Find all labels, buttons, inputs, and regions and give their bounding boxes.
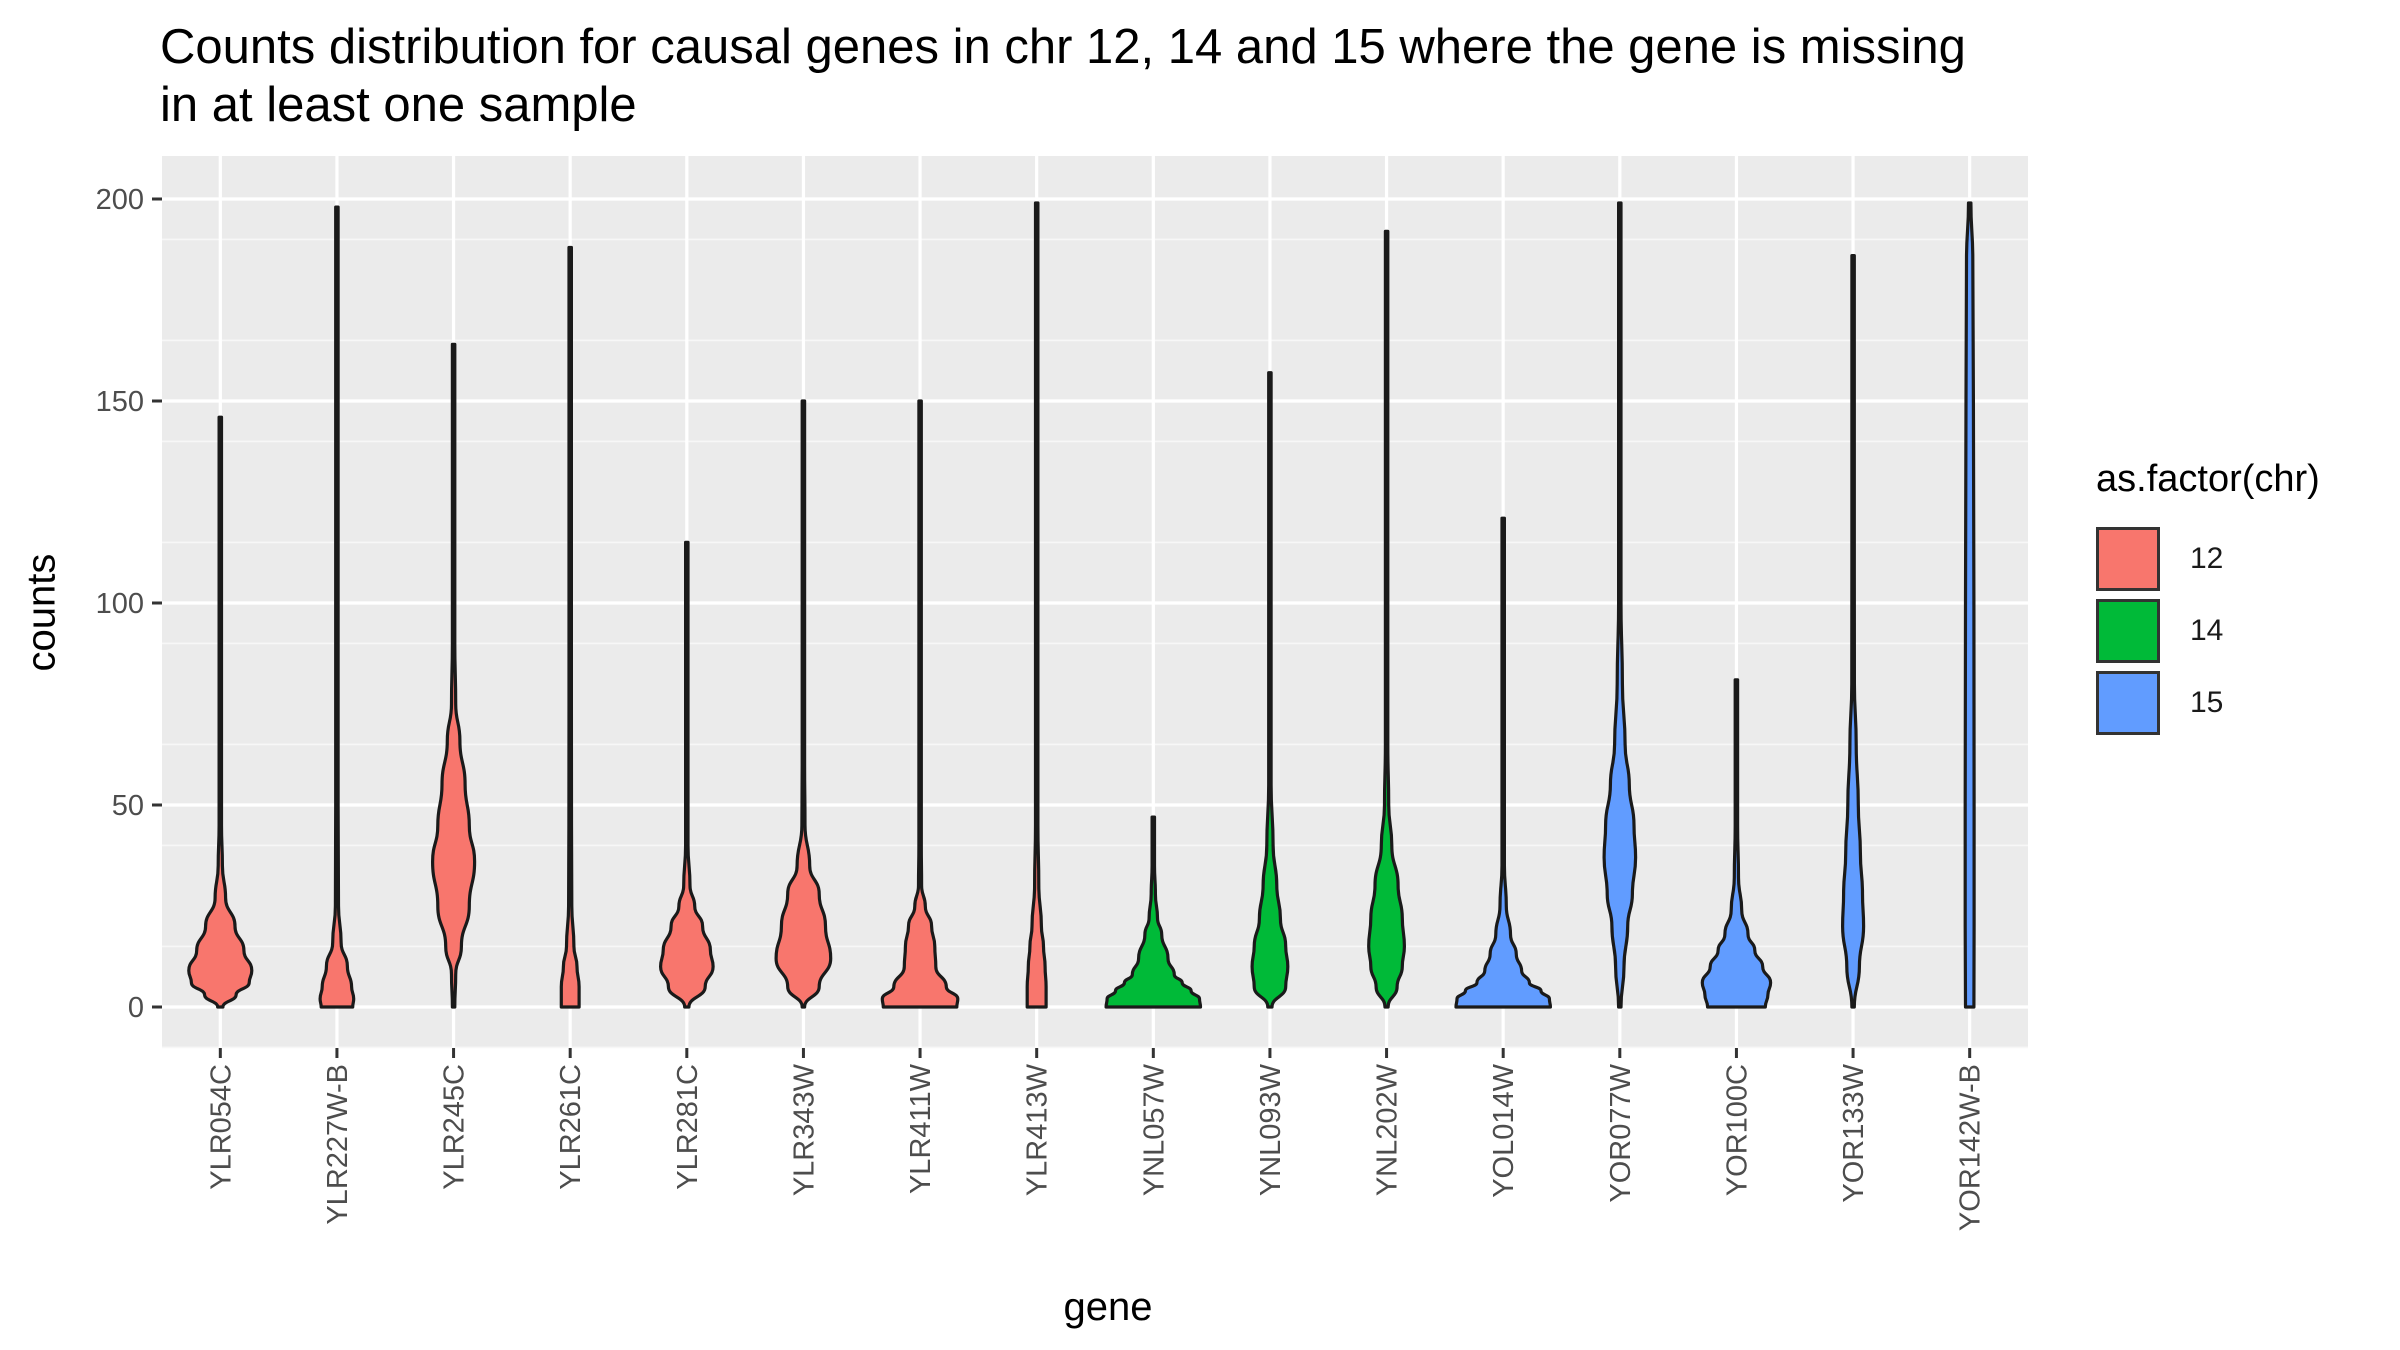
x-tick-label: YLR261C	[555, 1064, 587, 1190]
violin-ynl202w	[1367, 229, 1406, 1009]
x-tick-label: YLR227W-B	[322, 1064, 354, 1225]
violin-yor100c	[1700, 678, 1773, 1009]
violin-yol014w	[1454, 516, 1552, 1009]
x-tick-label: YLR281C	[672, 1064, 704, 1190]
violin-ylr227w-b	[318, 205, 356, 1009]
y-tick-label: 150	[96, 386, 144, 418]
violin-ylr054c	[187, 415, 254, 1009]
violin-ynl057w	[1104, 815, 1203, 1009]
x-tick-label: YLR411W	[905, 1063, 937, 1194]
x-tick-label: YOR142W-B	[1955, 1064, 1987, 1231]
violin-yor133w	[1841, 253, 1866, 1009]
legend-key-12	[2096, 527, 2160, 591]
x-tick-label: YNL202W	[1372, 1063, 1404, 1196]
legend-title: as.factor(chr)	[2096, 458, 2320, 500]
violin-ylr245c	[431, 342, 477, 1009]
violin-ylr343w	[774, 399, 833, 1009]
legend-key-14	[2096, 599, 2160, 663]
y-tick-label: 50	[112, 790, 144, 822]
x-tick-label: YOL014W	[1488, 1063, 1520, 1197]
x-tick-label: YLR054C	[205, 1064, 237, 1190]
legend-label-12: 12	[2190, 542, 2224, 575]
x-tick-label: YLR413W	[1022, 1063, 1054, 1196]
x-tick-label: YLR245C	[439, 1064, 471, 1190]
violin-yor142w-b	[1963, 201, 1976, 1009]
y-tick-label: 0	[128, 992, 144, 1024]
x-tick-label: YNL057W	[1138, 1063, 1170, 1196]
x-tick-label: YOR100C	[1721, 1064, 1753, 1196]
legend-item-12: 12	[2096, 523, 2320, 595]
violin-ylr281c	[659, 540, 715, 1009]
y-axis-title: counts	[19, 553, 64, 672]
legend-item-14: 14	[2096, 595, 2320, 667]
x-tick-label: YLR343W	[788, 1063, 820, 1196]
violin-yor077w	[1602, 201, 1638, 1009]
x-axis-title: gene	[1063, 1285, 1153, 1329]
y-tick-label: 200	[96, 184, 144, 216]
violins	[187, 201, 1976, 1009]
legend-item-15: 15	[2096, 667, 2320, 739]
legend-key-15	[2096, 671, 2160, 735]
x-tick-label: YOR077W	[1605, 1063, 1637, 1202]
legend-label-14: 14	[2190, 614, 2224, 647]
axes: 0 50 100 150 200 YLR054C YLR227W-B YLR245C YLR26…	[96, 184, 1987, 1231]
violin-ylr411w	[880, 399, 960, 1009]
legend-label-15: 15	[2190, 686, 2224, 719]
chart-title: Counts distribution for causal genes in …	[160, 20, 1966, 132]
legend: as.factor(chr) 12 14 15	[2096, 458, 2320, 739]
x-tick-label: YNL093W	[1255, 1063, 1287, 1196]
violin-ynl093w	[1250, 371, 1290, 1009]
violin-ylr261c	[559, 245, 581, 1009]
violin-ylr413w	[1025, 201, 1048, 1009]
y-tick-label: 100	[96, 588, 144, 620]
x-tick-label: YOR133W	[1838, 1063, 1870, 1202]
